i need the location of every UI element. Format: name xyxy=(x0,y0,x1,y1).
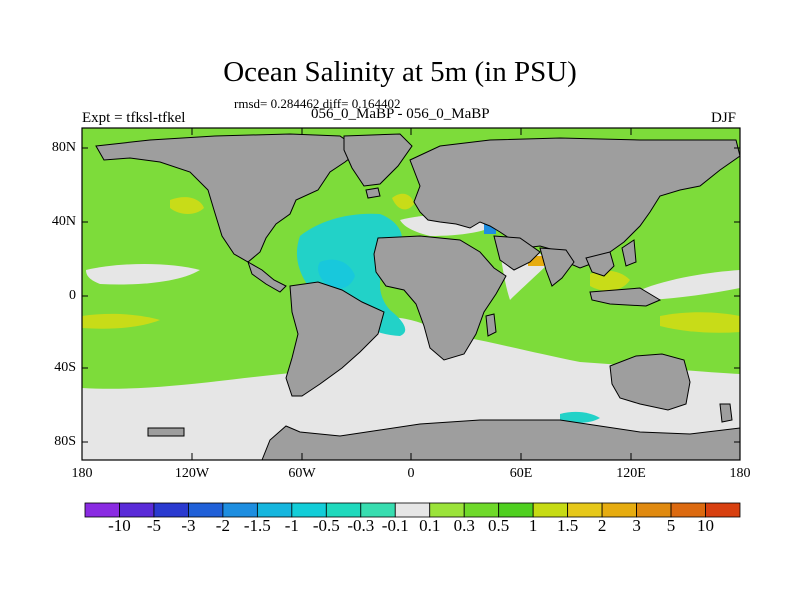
experiment-label: Expt = tfksl-tfkel xyxy=(82,110,186,126)
lon-label-60e: 60E xyxy=(509,466,533,481)
antarctica-land xyxy=(261,419,740,460)
land-masks xyxy=(95,133,740,460)
greenland-land xyxy=(343,133,413,187)
colorbar-label: -10 xyxy=(108,516,131,535)
colorbar-label: 0.3 xyxy=(453,516,475,535)
west-pacific-saltier-band xyxy=(660,312,740,333)
colorbar-label: 10 xyxy=(697,516,715,535)
colorbar-label: 0.1 xyxy=(419,516,441,535)
southeast-asia-land xyxy=(585,251,615,277)
lat-label-40s: 40S xyxy=(54,360,76,375)
colorbar-label: 1 xyxy=(528,516,538,535)
colorbar-box xyxy=(567,502,603,518)
japan-land xyxy=(621,239,637,267)
india-land xyxy=(539,247,575,287)
madagascar-land xyxy=(485,313,497,337)
lat-label-80n: 80N xyxy=(51,140,76,155)
central-america-land xyxy=(247,260,287,293)
colorbar-label: 0.5 xyxy=(488,516,510,535)
colorbar-box xyxy=(153,502,189,518)
north-america-land xyxy=(95,133,361,263)
south-america-land xyxy=(285,281,385,397)
west-pacific-neutral-band xyxy=(640,270,740,300)
antarctic-shelf-land xyxy=(147,427,185,437)
colorbar-box xyxy=(705,502,741,518)
colorbar-box xyxy=(360,502,396,518)
atlantic-fresher-core xyxy=(318,259,355,289)
lon-label-180-west: 180 xyxy=(71,466,93,481)
colorbar-label: 1.5 xyxy=(557,516,579,535)
map-ticks xyxy=(81,128,741,460)
colorbar-box xyxy=(636,502,672,518)
colorbar-box xyxy=(429,502,465,518)
colorbar-label: -5 xyxy=(146,516,162,535)
colorbar-label: -3 xyxy=(181,516,196,535)
salinity-field xyxy=(82,128,740,460)
africa-land xyxy=(373,235,507,361)
colorbar-box xyxy=(394,502,431,518)
colorbar-label: 3 xyxy=(632,516,641,535)
colorbar-label: -0.3 xyxy=(347,516,375,535)
north-pacific-saltier-patch xyxy=(170,197,204,214)
lat-label-80s: 80S xyxy=(54,434,76,449)
arabia-land xyxy=(493,235,541,271)
colorbar-box xyxy=(601,502,637,518)
indonesia-land xyxy=(589,287,662,307)
colorbar-label: -0.1 xyxy=(381,516,409,535)
map-title: Ocean Salinity at 5m (in PSU) xyxy=(223,56,577,88)
colorbar-label: -2 xyxy=(215,516,230,535)
colorbar-box xyxy=(498,502,534,518)
australia-land xyxy=(609,353,691,411)
east-pacific-saltier-band xyxy=(82,313,160,329)
lat-label-0: 0 xyxy=(69,288,76,303)
colorbar-box xyxy=(670,502,706,518)
colorbar-label: 5 xyxy=(666,516,676,535)
lon-label-120w: 120W xyxy=(174,466,210,481)
lon-label-180-east: 180 xyxy=(729,466,751,481)
lon-label-60w: 60W xyxy=(288,466,316,481)
colorbar-box xyxy=(463,502,500,518)
colorbar-label: -1 xyxy=(284,516,299,535)
lon-label-120e: 120E xyxy=(616,466,646,481)
colorbar-box xyxy=(256,502,293,518)
colorbar-box xyxy=(119,502,155,518)
stats-line: rmsd= 0.284462 diff= 0.164402 xyxy=(234,96,401,111)
colorbar-box xyxy=(532,502,569,518)
colorbar-label: 2 xyxy=(597,516,607,535)
colorbar-label: -1.5 xyxy=(243,516,271,535)
colorbar-box xyxy=(325,502,362,518)
colorbar-box xyxy=(291,502,327,518)
south-indian-fresher-spot xyxy=(560,411,600,423)
colorbar-box xyxy=(84,502,120,518)
eurasia-land xyxy=(409,137,740,269)
colorbar-box xyxy=(188,502,224,518)
colorbar-box xyxy=(222,502,258,518)
iceland-land xyxy=(365,187,381,199)
colorbar-label: -0.5 xyxy=(312,516,340,535)
indonesia-saltier-area xyxy=(590,270,630,291)
north-atlantic-saltier-area xyxy=(392,193,414,210)
colorbar xyxy=(84,502,741,518)
north-pacific-neutral-band xyxy=(86,264,200,285)
new-zealand-land xyxy=(719,403,733,423)
season-label: DJF xyxy=(711,110,737,126)
lon-label-0: 0 xyxy=(407,466,415,481)
lat-label-40n: 40N xyxy=(51,214,76,229)
runs-label: 056_0_MaBP - 056_0_MaBP xyxy=(311,106,490,122)
